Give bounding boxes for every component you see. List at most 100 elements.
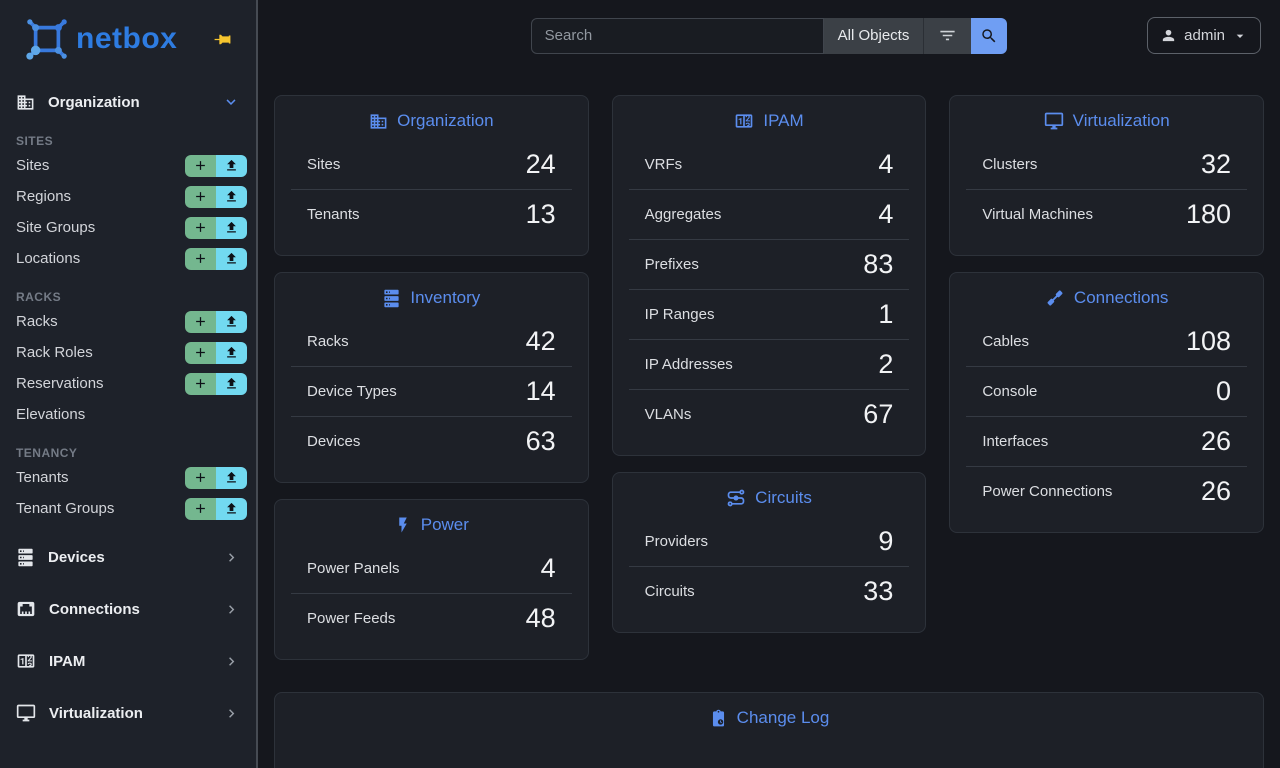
stat-row-sites[interactable]: Sites 24 (275, 140, 588, 189)
stat-value: 180 (1185, 199, 1232, 229)
import-button[interactable] (216, 310, 247, 333)
stat-row-device-types[interactable]: Device Types 14 (275, 367, 588, 416)
add-button[interactable] (185, 154, 216, 177)
search-button[interactable] (971, 17, 1008, 54)
sidebar-item-connections[interactable]: Connections (0, 589, 256, 629)
stat-row-cables[interactable]: Cables 108 (950, 317, 1263, 366)
sidebar-item-ipam[interactable]: IPAM (0, 641, 256, 681)
stat-row-circuits[interactable]: Circuits 33 (613, 567, 926, 616)
sidebar-item-label: Sites (16, 157, 50, 174)
search-input[interactable] (530, 17, 824, 54)
stat-row-aggregates[interactable]: Aggregates 4 (613, 190, 926, 239)
import-button[interactable] (216, 216, 247, 239)
stat-row-power-panels[interactable]: Power Panels 4 (275, 544, 588, 593)
stat-row-prefixes[interactable]: Prefixes 83 (613, 240, 926, 289)
add-button[interactable] (185, 497, 216, 520)
sidebar-item-rack-roles[interactable]: Rack Roles (0, 337, 256, 368)
pin-icon[interactable] (213, 30, 232, 49)
sidebar-item-site-groups[interactable]: Site Groups (0, 212, 256, 243)
sidebar-item-reservations[interactable]: Reservations (0, 368, 256, 399)
search-scope-dropdown[interactable]: All Objects (823, 17, 924, 54)
topbar: All Objects admin (258, 0, 1280, 71)
sidebar-item-locations[interactable]: Locations (0, 243, 256, 274)
stat-row-clusters[interactable]: Clusters 32 (950, 140, 1263, 189)
sidebar-item-tenants[interactable]: Tenants (0, 462, 256, 493)
item-action-group (185, 247, 247, 270)
stat-value: 0 (1215, 376, 1232, 406)
stat-label: Devices (307, 433, 361, 450)
sidebar-item-elevations[interactable]: Elevations (0, 399, 256, 430)
global-search: All Objects (530, 17, 1008, 54)
stat-row-interfaces[interactable]: Interfaces 26 (950, 417, 1263, 466)
sidebar-group-label-racks: RACKS (16, 290, 62, 304)
upload-icon (224, 376, 239, 391)
card-circuits: Circuits Providers 9 Circuits 33 (611, 472, 927, 633)
stat-value: 108 (1185, 326, 1232, 356)
sidebar-scrollbar[interactable] (256, 0, 258, 768)
row-divider (966, 189, 1248, 190)
sidebar-item-sites[interactable]: Sites (0, 150, 256, 181)
card-title-link-circuits[interactable]: Circuits (613, 473, 926, 517)
import-button[interactable] (216, 185, 247, 208)
stat-row-vrfs[interactable]: VRFs 4 (613, 140, 926, 189)
sidebar-nav-groups: SITES Sites Regions Site Groups Locations RAC… (0, 133, 256, 524)
stat-row-providers[interactable]: Providers 9 (613, 517, 926, 566)
card-title-link-organization[interactable]: Organization (275, 96, 588, 140)
import-button[interactable] (216, 341, 247, 364)
import-button[interactable] (216, 497, 247, 520)
sidebar-item-devices[interactable]: Devices (0, 537, 256, 577)
add-button[interactable] (185, 341, 216, 364)
stat-label: Power Connections (982, 483, 1113, 500)
card-title: Inventory (410, 288, 481, 307)
sidebar-item-label: Regions (16, 188, 72, 205)
item-action-group (185, 341, 247, 364)
stat-row-virtual-machines[interactable]: Virtual Machines 180 (950, 190, 1263, 239)
stat-row-console[interactable]: Console 0 (950, 367, 1263, 416)
sidebar-item-label: Racks (16, 313, 58, 330)
card-title-link-ipam[interactable]: IPAM (613, 96, 926, 140)
sidebar-group-label-sites: SITES (16, 134, 54, 148)
server-icon (16, 548, 35, 567)
stat-value: 1 (878, 299, 894, 329)
add-button[interactable] (185, 185, 216, 208)
card-title-link-power[interactable]: Power (275, 500, 588, 544)
upload-icon (224, 189, 239, 204)
stat-row-vlans[interactable]: VLANs 67 (613, 390, 926, 439)
sidebar-item-regions[interactable]: Regions (0, 181, 256, 212)
upload-icon (224, 220, 239, 235)
changelog-title-link[interactable]: Change Log (275, 693, 1263, 737)
stat-row-ip-ranges[interactable]: IP Ranges 1 (613, 290, 926, 339)
netbox-logo[interactable]: netbox (26, 18, 177, 60)
sidebar-item-virtualization[interactable]: Virtualization (0, 693, 256, 733)
card-title-link-inventory[interactable]: Inventory (275, 273, 588, 317)
stat-row-ip-addresses[interactable]: IP Addresses 2 (613, 340, 926, 389)
stat-row-power-connections[interactable]: Power Connections 26 (950, 467, 1263, 516)
import-button[interactable] (216, 247, 247, 270)
stat-row-tenants[interactable]: Tenants 13 (275, 190, 588, 239)
add-button[interactable] (185, 310, 216, 333)
add-button[interactable] (185, 216, 216, 239)
sidebar-item-organization-header[interactable]: Organization (0, 86, 256, 118)
card-title-link-virtualization[interactable]: Virtualization (950, 96, 1263, 140)
import-button[interactable] (216, 372, 247, 395)
stat-row-power-feeds[interactable]: Power Feeds 48 (275, 594, 588, 643)
stat-row-devices[interactable]: Devices 63 (275, 417, 588, 466)
sidebar-item-racks[interactable]: Racks (0, 306, 256, 337)
filter-button[interactable] (923, 17, 972, 54)
add-button[interactable] (185, 247, 216, 270)
plus-icon (193, 314, 208, 329)
sidebar-item-tenant-groups[interactable]: Tenant Groups (0, 493, 256, 524)
stat-label: Clusters (982, 156, 1038, 173)
item-action-group (185, 372, 247, 395)
caret-down-icon (1232, 28, 1248, 44)
counter-icon (16, 651, 36, 671)
add-button[interactable] (185, 372, 216, 395)
stat-value: 26 (1200, 426, 1232, 456)
import-button[interactable] (216, 154, 247, 177)
user-menu-button[interactable]: admin (1147, 17, 1261, 54)
stat-row-racks[interactable]: Racks 42 (275, 317, 588, 366)
import-button[interactable] (216, 466, 247, 489)
add-button[interactable] (185, 466, 216, 489)
item-action-group (185, 310, 247, 333)
card-title-link-connections[interactable]: Connections (950, 273, 1263, 317)
